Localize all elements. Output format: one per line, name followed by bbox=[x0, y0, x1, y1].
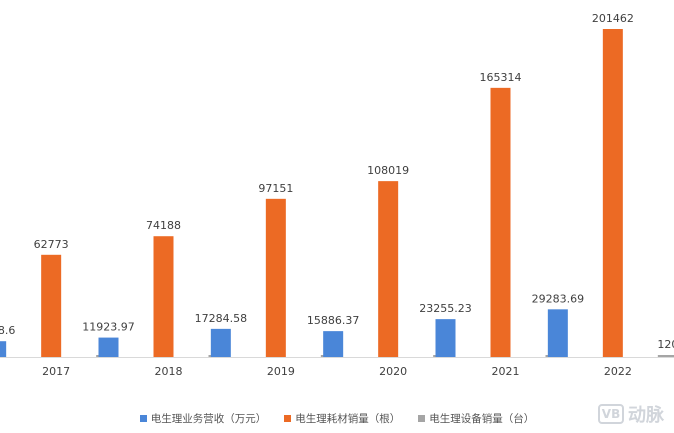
data-label-consumables-2017: 62773 bbox=[34, 238, 69, 251]
bar-consumables-2018 bbox=[153, 236, 174, 357]
x-tick-2022: 2022 bbox=[604, 365, 632, 378]
bar-consumables-2019 bbox=[265, 198, 286, 357]
bar-revenue-2021 bbox=[435, 319, 456, 357]
legend: 电生理业务营收（万元） 电生理耗材销量（根） 电生理设备销量（台） bbox=[0, 411, 674, 426]
data-label-revenue-2021: 23255.23 bbox=[419, 302, 472, 315]
legend-swatch-equipment bbox=[418, 415, 426, 422]
bar-consumables-2022 bbox=[602, 29, 623, 357]
legend-label-consumables: 电生理耗材销量（根） bbox=[295, 413, 401, 425]
x-tick-2020: 2020 bbox=[379, 365, 407, 378]
x-tick-2019: 2019 bbox=[267, 365, 295, 378]
bar-consumables-2017 bbox=[41, 254, 62, 357]
data-label-consumables-2020: 108019 bbox=[367, 164, 409, 177]
data-label-equipment-2022: 120 bbox=[657, 338, 674, 351]
legend-label-revenue: 电生理业务营收（万元） bbox=[150, 413, 267, 425]
data-label-consumables-2022: 201462 bbox=[592, 12, 634, 25]
watermark-logo-icon: VB bbox=[598, 404, 624, 424]
data-label-revenue-2018: 11923.97 bbox=[82, 321, 135, 334]
legend-item-consumables: 电生理耗材销量（根） bbox=[284, 411, 400, 426]
bar-revenue-2019 bbox=[210, 328, 231, 357]
data-label-revenue-2022: 29283.69 bbox=[532, 292, 585, 305]
bar-revenue-2020 bbox=[323, 331, 344, 357]
legend-label-equipment: 电生理设备销量（台） bbox=[429, 413, 535, 425]
bar-consumables-2021 bbox=[490, 87, 511, 357]
legend-swatch-consumables bbox=[284, 415, 292, 422]
x-tick-2021: 2021 bbox=[492, 365, 520, 378]
data-label-revenue-2019: 17284.58 bbox=[195, 312, 248, 325]
watermark: VB 动脉 bbox=[598, 401, 664, 427]
x-tick-2018: 2018 bbox=[155, 365, 183, 378]
data-label-consumables-2018: 74188 bbox=[146, 219, 181, 232]
bar-equipment-2022 bbox=[657, 355, 674, 357]
chart-plot: 9698.66277317201711923.97741882920181728… bbox=[0, 12, 674, 378]
data-label-revenue-2017: 9698.6 bbox=[0, 324, 15, 337]
legend-swatch-revenue bbox=[139, 415, 147, 422]
data-label-revenue-2020: 15886.37 bbox=[307, 314, 360, 327]
bar-revenue-2022 bbox=[547, 309, 568, 357]
bar-revenue-2017 bbox=[0, 341, 7, 357]
data-label-consumables-2021: 165314 bbox=[480, 71, 522, 84]
bar-revenue-2018 bbox=[98, 337, 119, 357]
bar-consumables-2020 bbox=[378, 181, 399, 357]
watermark-text: 动脉 bbox=[628, 405, 664, 426]
data-label-consumables-2019: 97151 bbox=[258, 182, 293, 195]
legend-item-equipment: 电生理设备销量（台） bbox=[418, 411, 534, 426]
x-tick-2017: 2017 bbox=[42, 365, 70, 378]
legend-item-revenue: 电生理业务营收（万元） bbox=[139, 411, 267, 426]
